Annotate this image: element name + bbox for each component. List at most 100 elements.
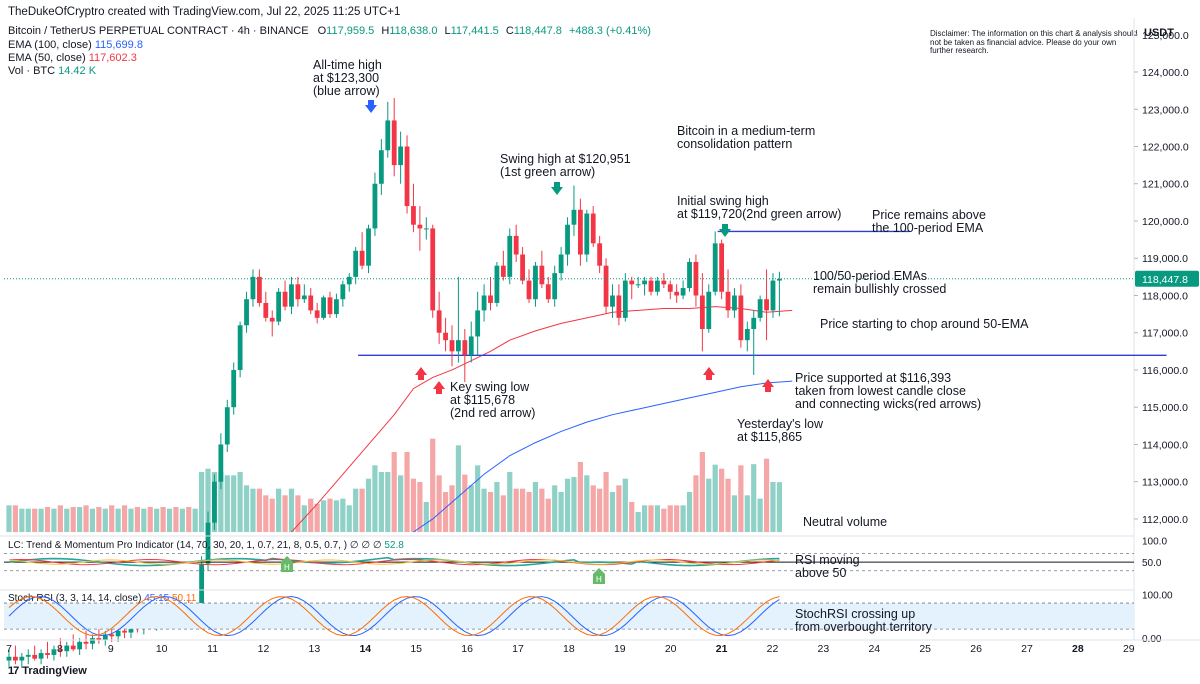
candle[interactable] [372,172,378,236]
candle[interactable] [520,247,525,285]
candle[interactable] [545,276,551,303]
ema50-legend[interactable]: EMA (50, close) 117,602.3 [8,52,137,64]
h-marker[interactable]: H [281,556,293,572]
candle[interactable] [584,209,590,262]
candle[interactable] [757,295,763,322]
candle[interactable] [411,183,416,233]
symbol-name[interactable]: Bitcoin / TetherUS PERPETUAL CONTRACT · … [8,25,309,37]
candle[interactable] [327,291,333,318]
candle[interactable] [571,185,577,236]
candle[interactable] [744,321,750,352]
candle[interactable] [500,250,506,281]
tradingview-brand[interactable]: 17 TradingView [8,665,87,677]
candle[interactable] [385,101,391,158]
candle[interactable] [481,284,487,322]
candle[interactable] [346,273,352,292]
candle[interactable] [443,317,448,352]
candle[interactable] [269,310,275,337]
h-marker[interactable]: H [593,568,605,584]
candle[interactable] [436,291,442,344]
candle[interactable] [719,239,725,300]
candle[interactable] [674,284,680,303]
candle[interactable] [616,284,622,326]
candle[interactable] [725,269,731,318]
candle[interactable] [475,291,481,356]
candle[interactable] [404,135,410,214]
candle[interactable] [38,649,44,665]
candle[interactable] [378,139,384,195]
candle[interactable] [693,254,699,307]
candle[interactable] [359,232,365,270]
candle[interactable] [462,329,468,382]
candle[interactable] [456,276,461,363]
candle[interactable] [539,250,545,289]
candle[interactable] [51,645,57,661]
candle[interactable] [577,198,583,266]
candle[interactable] [295,276,301,307]
candle[interactable] [321,295,326,320]
volume-legend[interactable]: Vol · BTC 14.42 K [8,65,97,77]
candle[interactable] [488,276,493,311]
candle[interactable] [205,511,211,572]
candle[interactable] [655,276,660,296]
candle[interactable] [398,131,404,184]
candle[interactable] [687,258,692,292]
candle[interactable] [57,638,63,657]
candle[interactable] [565,217,570,266]
candle[interactable] [526,269,532,303]
candle[interactable] [231,362,237,415]
candle[interactable] [590,206,596,248]
candle[interactable] [244,291,249,333]
candle[interactable] [90,634,95,650]
candle[interactable] [19,653,25,668]
candle[interactable] [680,280,686,300]
candle[interactable] [391,98,397,177]
candle[interactable] [699,273,705,352]
candle[interactable] [507,228,513,285]
candle[interactable] [661,273,667,289]
candle[interactable] [250,269,256,307]
candle[interactable] [642,276,647,296]
currency-label[interactable]: USDT [1144,27,1174,39]
candle[interactable] [77,638,83,655]
candle[interactable] [289,276,294,315]
candle[interactable] [468,321,474,363]
candle[interactable] [777,271,782,317]
candle[interactable] [513,224,519,262]
candle[interactable] [199,556,204,613]
candle[interactable] [32,645,38,661]
candle[interactable] [340,280,346,307]
candle[interactable] [102,630,108,646]
candle[interactable] [218,433,224,490]
candle[interactable] [770,273,776,318]
candle[interactable] [751,310,757,376]
candle[interactable] [366,224,371,274]
candle[interactable] [732,288,737,318]
trend-momentum-title[interactable]: LC: Trend & Momentum Pro Indicator (14, … [8,540,404,551]
candle[interactable] [494,261,500,307]
candle[interactable] [667,280,673,300]
candle[interactable] [70,634,76,652]
candle[interactable] [25,649,31,665]
ema100-legend[interactable]: EMA (100, close) 115,699.8 [8,39,143,51]
candle[interactable] [64,641,70,657]
candle[interactable] [334,293,339,318]
candle[interactable] [276,288,282,326]
candle[interactable] [212,474,217,531]
candle[interactable] [610,284,615,318]
candle[interactable] [629,276,635,300]
candle[interactable] [417,206,423,251]
candle[interactable] [648,276,654,296]
candle[interactable] [552,265,558,307]
candle[interactable] [449,325,455,367]
candle[interactable] [6,649,12,668]
candle[interactable] [603,258,609,315]
candle[interactable] [423,217,429,240]
candle[interactable] [533,261,538,307]
candle[interactable] [282,280,288,311]
candle[interactable] [712,231,718,296]
candle[interactable] [622,273,628,322]
candle[interactable] [256,269,262,307]
candle[interactable] [224,399,230,452]
